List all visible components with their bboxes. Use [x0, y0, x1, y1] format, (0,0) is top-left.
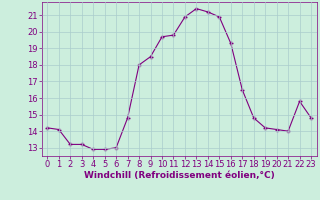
X-axis label: Windchill (Refroidissement éolien,°C): Windchill (Refroidissement éolien,°C): [84, 171, 275, 180]
